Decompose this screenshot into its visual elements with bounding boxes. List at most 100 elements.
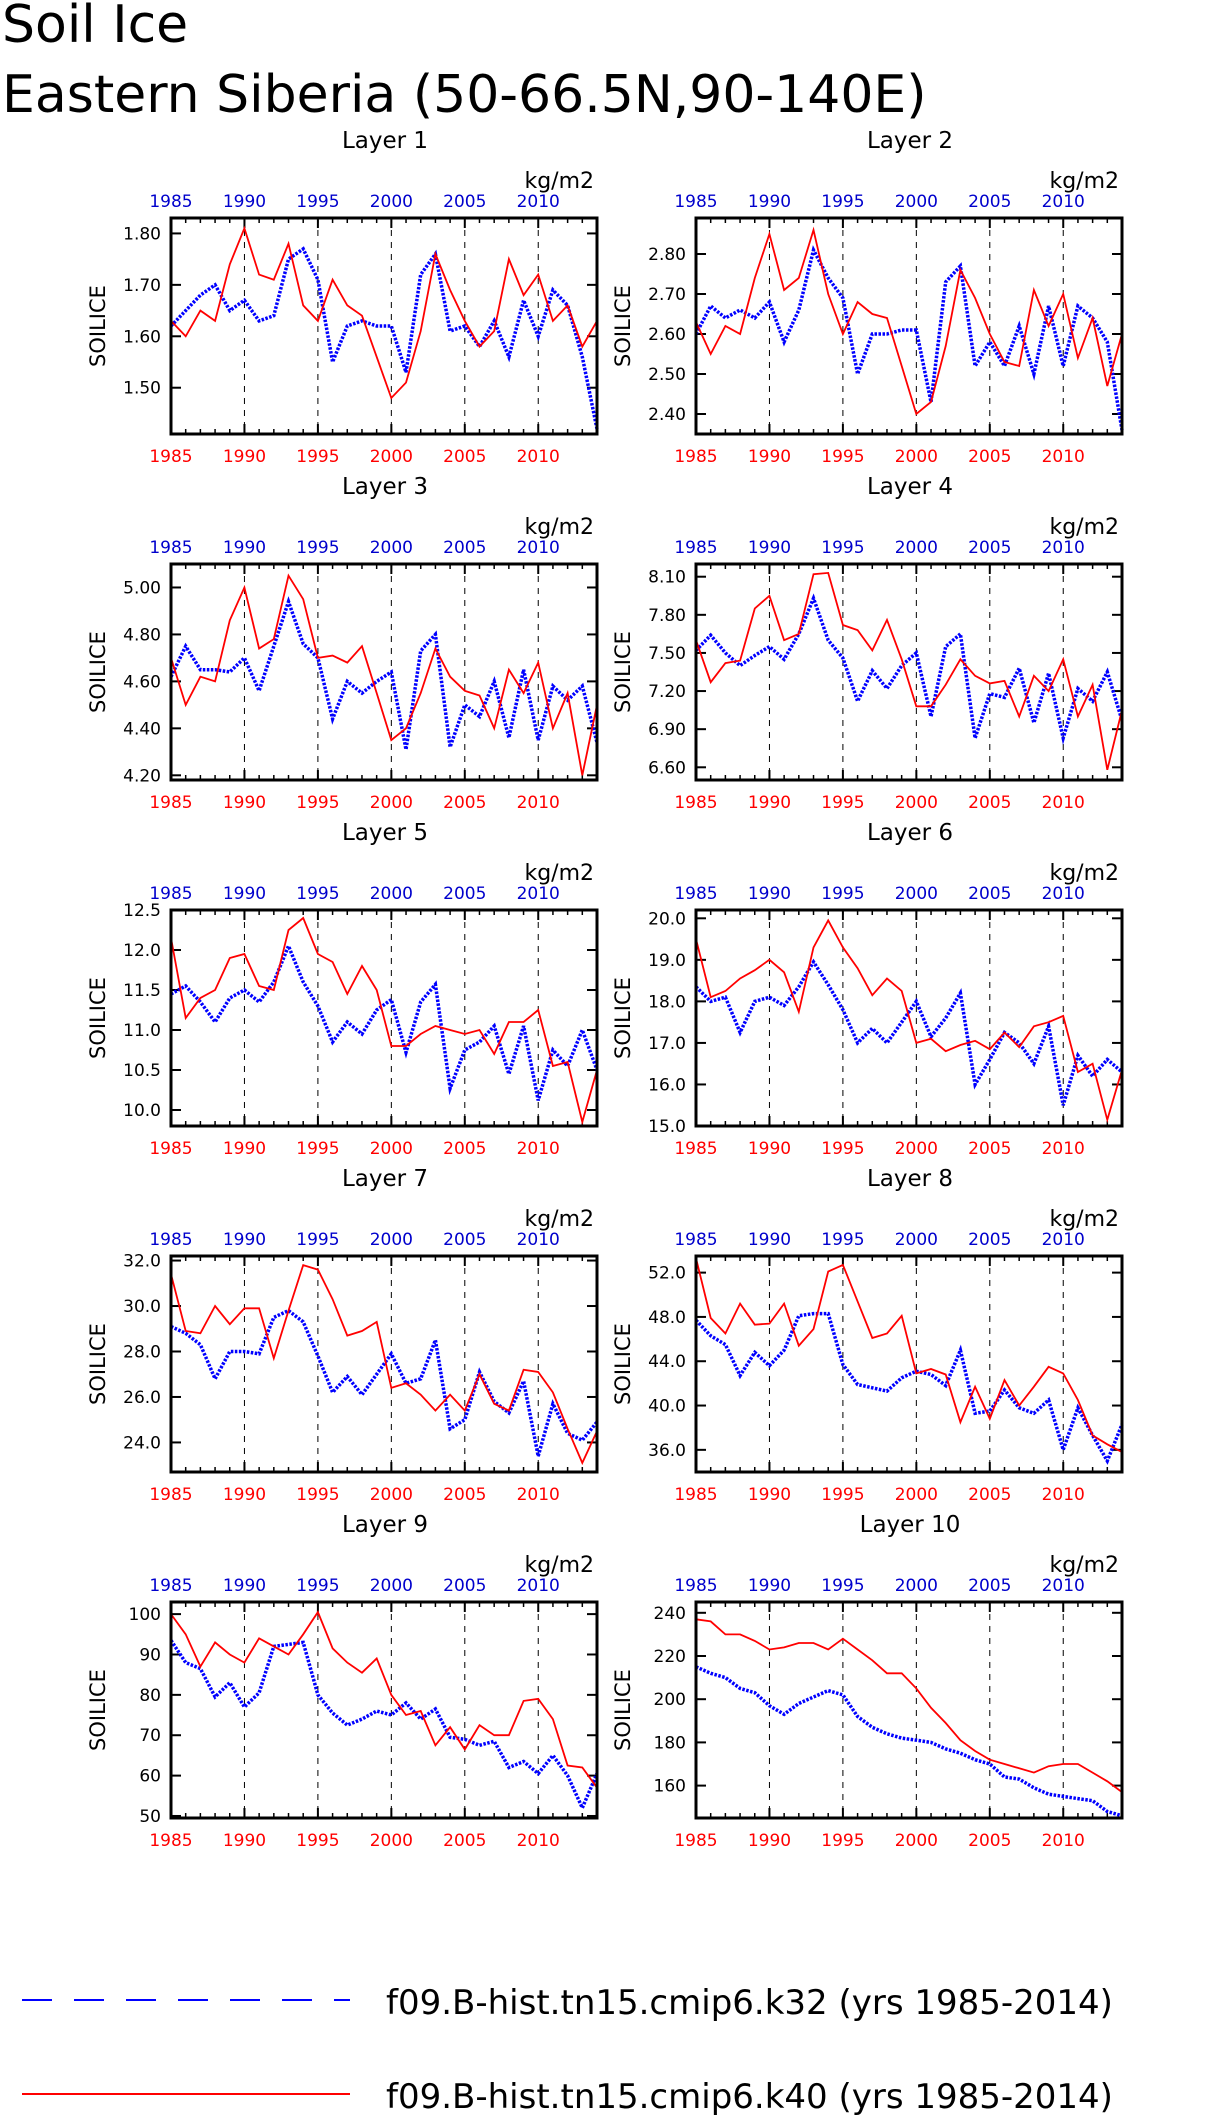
panel-title: Layer 7: [342, 1166, 428, 1192]
units-label: kg/m2: [524, 515, 594, 540]
y-axis-label: SOILICE: [86, 285, 110, 367]
y-tick-label: 4.60: [123, 672, 161, 692]
units-label: kg/m2: [1049, 1207, 1119, 1232]
chart-panel-3: Layer 3 kg/m2 SOILICE 1985 1985 1990 1990 1995 1…: [86, 474, 599, 813]
y-tick-label: 30.0: [123, 1297, 161, 1317]
x-tick-label-bottom: 1995: [821, 793, 864, 813]
y-axis-label: SOILICE: [86, 977, 110, 1059]
plot-frame: [169, 216, 599, 436]
x-tick-label-top: 1995: [296, 1230, 339, 1250]
y-axis-label: SOILICE: [86, 631, 110, 713]
units-label: kg/m2: [1049, 169, 1119, 194]
x-tick-label-bottom: 1995: [296, 447, 339, 467]
y-tick-label: 7.50: [648, 644, 686, 664]
x-tick-label-top: 1990: [223, 1576, 266, 1596]
y-tick-label: 48.0: [648, 1308, 686, 1328]
x-tick-label-bottom: 2010: [517, 793, 560, 813]
y-tick-label: 18.0: [648, 992, 686, 1012]
x-tick-label-top: 2010: [1042, 1230, 1085, 1250]
y-tick-label: 1.50: [123, 379, 161, 399]
x-tick-label-top: 2000: [370, 884, 413, 904]
x-tick-label-top: 2010: [517, 192, 560, 212]
x-tick-label-bottom: 1990: [748, 1139, 791, 1159]
panel-title: Layer 2: [867, 128, 953, 154]
series-line-red: [170, 1610, 598, 1789]
x-tick-label-bottom: 1995: [296, 1831, 339, 1851]
plot-frame: [169, 908, 599, 1128]
legend-label-0: f09.B-hist.tn15.cmip6.k32 (yrs 1985-2014…: [386, 1983, 1113, 2023]
x-tick-label-top: 1990: [223, 1230, 266, 1250]
x-tick-label-bottom: 1995: [296, 1485, 339, 1505]
x-tick-label-top: 1985: [149, 1576, 192, 1596]
x-tick-label-bottom: 2005: [968, 793, 1011, 813]
y-tick-label: 180: [654, 1733, 686, 1753]
series-line-red: [170, 1263, 598, 1466]
x-tick-label-bottom: 1985: [674, 1485, 717, 1505]
y-tick-label: 160: [654, 1777, 686, 1797]
x-tick-label-top: 1990: [748, 884, 791, 904]
x-tick-label-top: 2000: [370, 1230, 413, 1250]
x-tick-label-bottom: 2010: [517, 1831, 560, 1851]
x-tick-label-top: 1990: [223, 538, 266, 558]
chart-panel-5: Layer 5 kg/m2 SOILICE 1985 1985 1990 1990 1995 1…: [86, 820, 599, 1159]
x-tick-label-top: 1985: [674, 192, 717, 212]
y-tick-label: 52.0: [648, 1264, 686, 1284]
x-tick-label-bottom: 1990: [223, 793, 266, 813]
series-line-blue: [694, 245, 1124, 431]
y-axis-label: SOILICE: [611, 977, 635, 1059]
y-axis-label: SOILICE: [86, 1669, 110, 1751]
y-tick-label: 200: [654, 1690, 686, 1710]
units-label: kg/m2: [524, 861, 594, 886]
x-tick-label-bottom: 1995: [821, 447, 864, 467]
series-line-blue: [694, 593, 1124, 746]
chart-panel-10: Layer 10 kg/m2 SOILICE 1985 1985 1990 1990 1995…: [611, 1512, 1124, 1851]
series-line-red: [170, 916, 598, 1126]
panel-title: Layer 4: [867, 474, 953, 500]
x-tick-label-bottom: 2005: [443, 447, 486, 467]
x-tick-label-top: 2005: [968, 192, 1011, 212]
series-line-red: [170, 573, 598, 776]
x-tick-label-top: 2005: [968, 538, 1011, 558]
y-tick-label: 20.0: [648, 909, 686, 929]
x-tick-label-top: 1990: [223, 884, 266, 904]
chart-panel-6: Layer 6 kg/m2 SOILICE 1985 1985 1990 1990 1995 1…: [611, 820, 1124, 1159]
x-tick-label-top: 1985: [674, 1230, 717, 1250]
x-tick-label-top: 2005: [443, 1230, 486, 1250]
x-tick-label-top: 1985: [149, 884, 192, 904]
series-line-blue: [169, 246, 599, 430]
x-tick-label-top: 2005: [968, 884, 1011, 904]
y-tick-label: 6.90: [648, 720, 686, 740]
series-line-red: [170, 225, 598, 400]
plot-frame: [694, 216, 1124, 436]
units-label: kg/m2: [1049, 1553, 1119, 1578]
x-tick-label-bottom: 2005: [443, 793, 486, 813]
y-tick-label: 100: [129, 1605, 161, 1625]
series-line-red: [695, 1618, 1123, 1793]
panel-title: Layer 9: [342, 1512, 428, 1538]
x-tick-label-top: 2000: [895, 1230, 938, 1250]
x-tick-label-top: 1985: [149, 538, 192, 558]
x-tick-label-top: 2010: [517, 884, 560, 904]
x-tick-label-bottom: 2005: [968, 447, 1011, 467]
panel-title: Layer 3: [342, 474, 428, 500]
x-tick-label-top: 1990: [748, 192, 791, 212]
units-label: kg/m2: [524, 1207, 594, 1232]
plot-frame: [694, 908, 1124, 1128]
y-tick-label: 10.5: [123, 1061, 161, 1081]
x-tick-label-bottom: 2005: [968, 1485, 1011, 1505]
y-tick-label: 2.60: [648, 325, 686, 345]
x-tick-label-bottom: 1995: [296, 793, 339, 813]
x-tick-label-bottom: 1985: [674, 447, 717, 467]
x-tick-label-bottom: 2000: [895, 1831, 938, 1851]
y-tick-label: 7.20: [648, 682, 686, 702]
y-axis-label: SOILICE: [611, 631, 635, 713]
x-tick-label-bottom: 2000: [895, 1139, 938, 1159]
y-tick-label: 11.0: [123, 1021, 161, 1041]
x-tick-label-bottom: 2010: [1042, 1831, 1085, 1851]
units-label: kg/m2: [1049, 515, 1119, 540]
chart-panel-2: Layer 2 kg/m2 SOILICE 1985 1985 1990 1990 1995 1…: [611, 128, 1124, 467]
x-tick-label-bottom: 2010: [517, 1485, 560, 1505]
x-tick-label-bottom: 1985: [149, 1485, 192, 1505]
x-tick-label-top: 1995: [296, 1576, 339, 1596]
